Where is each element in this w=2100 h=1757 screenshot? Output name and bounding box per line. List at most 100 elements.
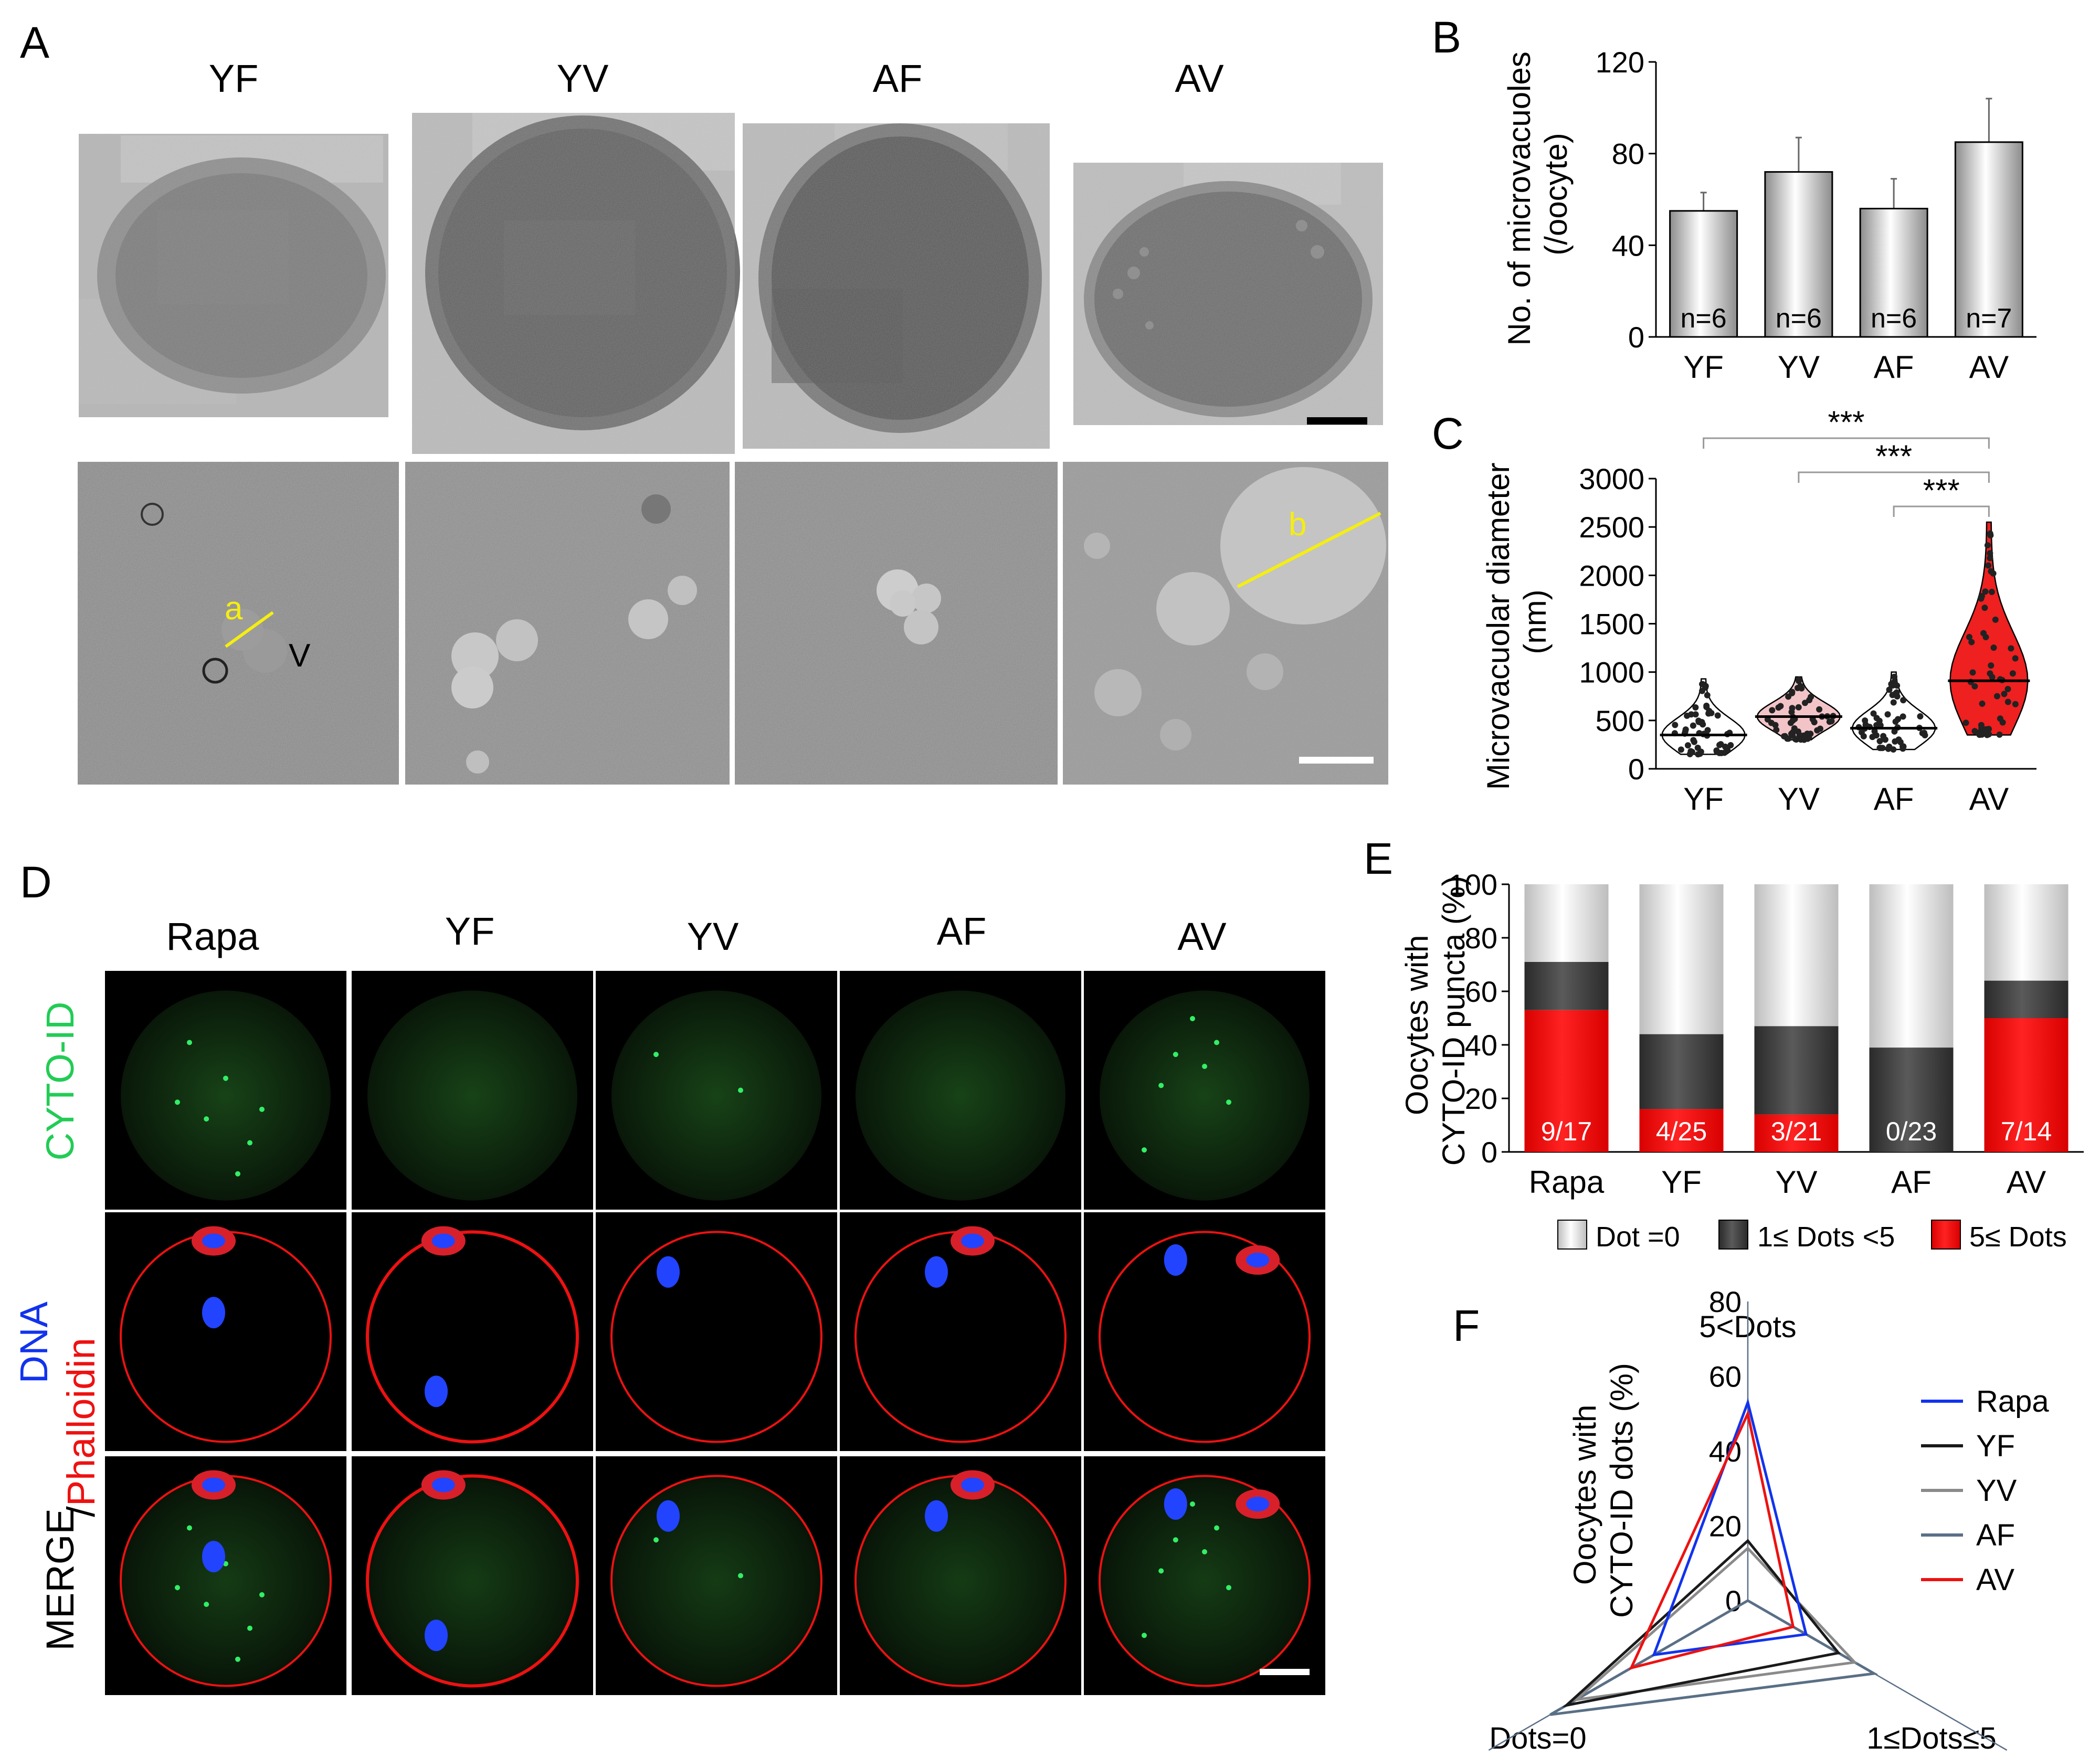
x-tick-label: AV xyxy=(2007,1165,2046,1200)
chromosomes xyxy=(1246,1253,1270,1267)
data-point xyxy=(1769,707,1776,714)
cyto-id-punctum xyxy=(204,1602,209,1607)
y-tick-label: 40 xyxy=(1612,229,1644,262)
panel-e-letter: E xyxy=(1364,834,1393,883)
cyto-id-punctum xyxy=(653,1537,659,1543)
y-tick-label: 80 xyxy=(1465,922,1497,955)
data-point xyxy=(1806,696,1813,703)
data-point xyxy=(1962,719,1969,726)
data-point xyxy=(1795,704,1802,711)
panel-d: D Rapa YF YV AF AV CYTO-ID DNA /Phalloid… xyxy=(12,858,1325,1695)
x-tick-label: AV xyxy=(1969,781,2009,817)
significance-label: *** xyxy=(1875,439,1912,474)
row-label-merge: MERGE xyxy=(38,1508,82,1650)
data-point xyxy=(1971,683,1978,690)
stacked-bar-segment xyxy=(1639,884,1724,1034)
legend-label: 5≤ Dots xyxy=(1969,1221,2067,1253)
radar-tick-label: 20 xyxy=(1709,1510,1742,1543)
panel-e-ylabel-line1: Oocytes with xyxy=(1399,935,1434,1115)
data-point xyxy=(1880,733,1887,739)
cyto-id-punctum xyxy=(247,1625,252,1631)
y-tick-label: 0 xyxy=(1628,321,1644,354)
chromosomes xyxy=(431,1233,455,1248)
data-point xyxy=(1978,592,1985,599)
data-point xyxy=(1981,605,1988,611)
cyto-id-punctum xyxy=(1158,1568,1164,1574)
cytoplasm-haze xyxy=(121,1476,331,1686)
microscopy-grid xyxy=(105,971,1325,1695)
radar-tick-label: 80 xyxy=(1709,1285,1742,1318)
data-point xyxy=(1892,718,1899,725)
cyto-id-punctum xyxy=(235,1656,240,1662)
legend-label: Rapa xyxy=(1976,1384,2049,1419)
em-mosaic-af xyxy=(743,123,1050,449)
data-point xyxy=(1900,697,1907,704)
data-point xyxy=(1989,674,1996,681)
data-point xyxy=(1721,749,1728,756)
stacked-bar-segment xyxy=(1754,884,1839,1026)
cyto-id-punctum xyxy=(1202,1064,1207,1069)
panel-d-col-label: Rapa xyxy=(166,915,260,958)
data-point xyxy=(1892,690,1899,697)
significance-bracket xyxy=(1893,505,1990,517)
cyto-id-punctum xyxy=(223,1075,228,1081)
data-point xyxy=(2001,691,2008,697)
stacked-bar-segment xyxy=(1639,1034,1724,1109)
x-tick-label: Rapa xyxy=(1529,1165,1605,1200)
data-point xyxy=(1876,738,1883,745)
data-point xyxy=(1982,634,1989,641)
stacked-bar-segment xyxy=(1754,1026,1839,1115)
panel-b-ylabel-line1: No. of microvacuoles xyxy=(1502,51,1537,345)
scale-bar xyxy=(1260,1669,1310,1675)
data-point xyxy=(1979,700,1986,707)
y-tick-label: 2000 xyxy=(1579,559,1644,592)
x-tick-label: YV xyxy=(1778,350,1820,385)
cytoplasm-haze xyxy=(121,990,331,1201)
data-point xyxy=(1677,746,1684,753)
cyto-id-punctum xyxy=(1226,1585,1231,1591)
cyto-id-punctum xyxy=(1190,1016,1195,1021)
cyto-id-punctum xyxy=(247,1140,252,1146)
microscopy-tile xyxy=(352,1212,593,1451)
data-point xyxy=(1690,722,1696,729)
panel-e-ylabel: Oocytes with CYTO-ID puncta (%) xyxy=(1399,876,1471,1166)
cyto-id-punctum xyxy=(738,1087,743,1093)
x-tick-label: YF xyxy=(1683,781,1724,817)
x-tick-label: AF xyxy=(1891,1165,1932,1200)
stacked-bar-segment xyxy=(1984,980,2069,1018)
yellow-measure-line xyxy=(225,611,274,648)
row-label-cyto-id: CYTO-ID xyxy=(38,1002,82,1161)
em-mosaic-av xyxy=(1073,163,1383,425)
data-point xyxy=(2009,670,2016,677)
em-mosaic-yf xyxy=(79,134,388,417)
panel-f-ylabel: Oocytes with CYTO-ID dots (%) xyxy=(1567,1363,1639,1618)
x-tick-label: AV xyxy=(1969,350,2009,385)
data-point xyxy=(1798,685,1805,692)
panel-b-ylabel-line2: (/oocyte) xyxy=(1538,133,1574,255)
cyto-id-punctum xyxy=(187,1040,192,1045)
cyto-id-punctum xyxy=(175,1099,180,1105)
significance-bracket xyxy=(1798,471,1990,483)
data-point xyxy=(1900,743,1906,750)
data-point xyxy=(1684,742,1691,749)
stacked-bar-segment xyxy=(1984,1018,2069,1152)
panel-a-letter: A xyxy=(20,18,49,67)
oocyte-membrane xyxy=(1099,1475,1311,1687)
chromosomes xyxy=(202,1297,225,1329)
data-point xyxy=(1969,669,1976,676)
data-point xyxy=(1968,639,1975,645)
bar-n-label: n=6 xyxy=(1776,303,1822,334)
data-point xyxy=(1891,673,1898,680)
data-point xyxy=(1994,693,2001,700)
fraction-label: 7/14 xyxy=(2001,1117,2052,1146)
panel-d-col-label: AV xyxy=(1177,915,1227,958)
chromosomes xyxy=(1246,1497,1270,1511)
chromosomes xyxy=(431,1477,455,1493)
panel-c-ylabel: Microvacuolar diameter (nm) xyxy=(1481,454,1553,790)
data-point xyxy=(1704,692,1711,698)
data-point xyxy=(1983,727,1990,734)
cytoplasm-haze xyxy=(1100,990,1310,1201)
panel-e-ylabel-line2: CYTO-ID puncta (%) xyxy=(1436,876,1471,1166)
data-point xyxy=(1971,728,1978,735)
